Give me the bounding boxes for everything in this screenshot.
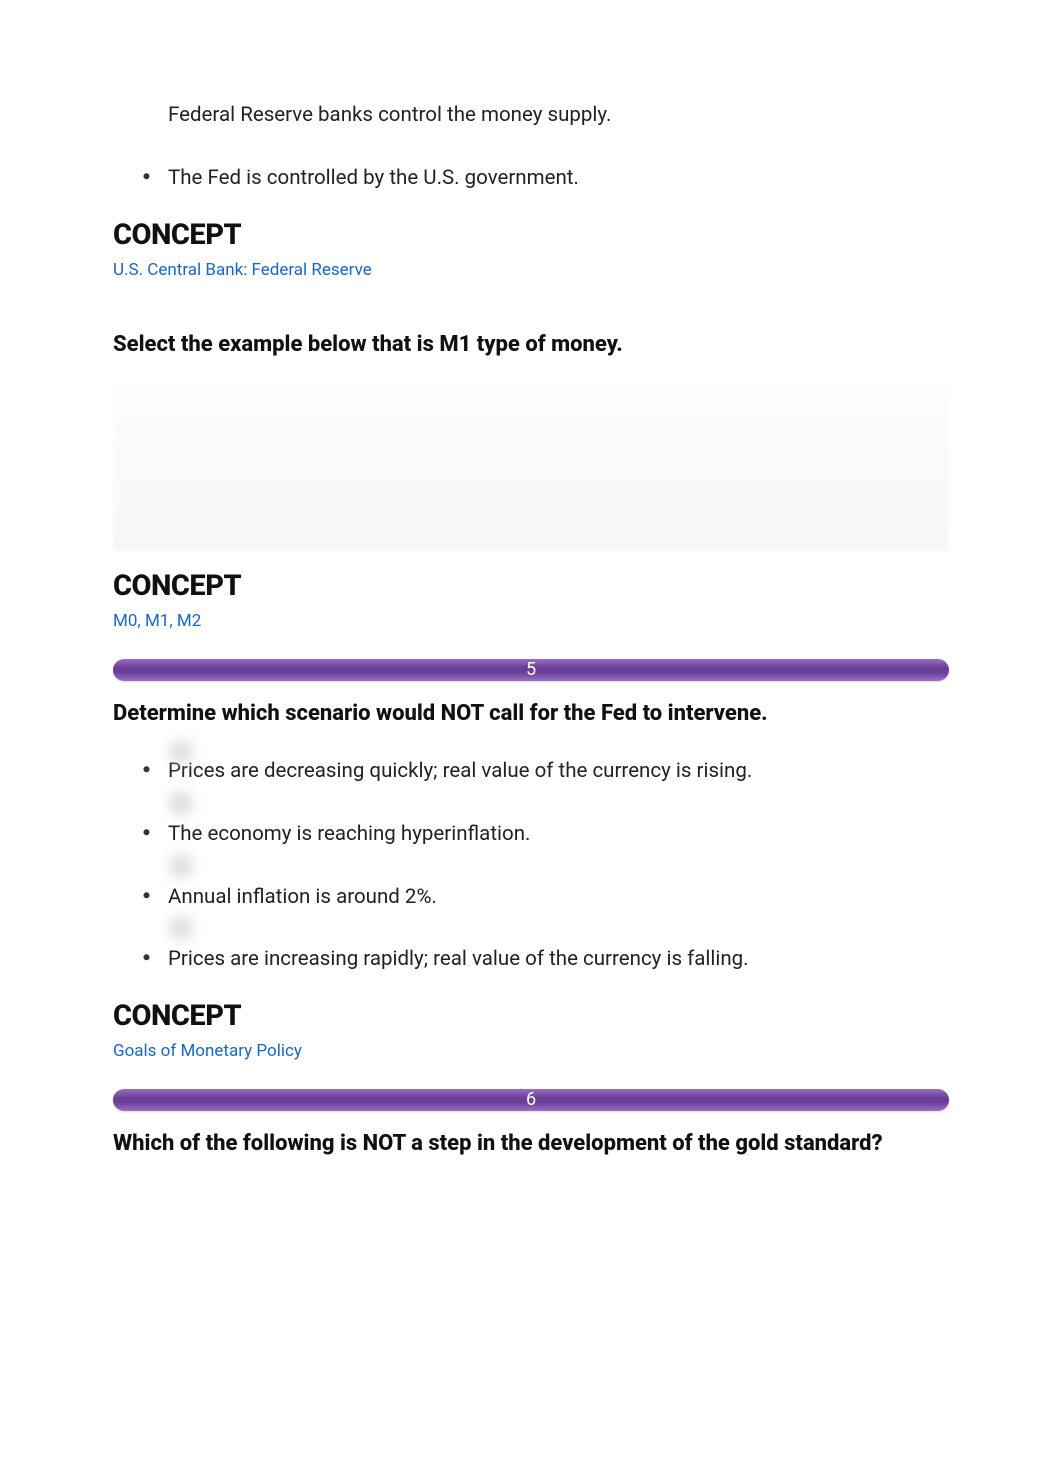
answer-text: Annual inflation is around 2%.	[168, 882, 949, 913]
question-stem: Determine which scenario would NOT call …	[113, 699, 949, 730]
question-stem: Select the example below that is M1 type…	[113, 330, 949, 361]
answer-option[interactable]: ⦁ Annual inflation is around 2%.	[113, 882, 949, 913]
concept-link-federal-reserve[interactable]: U.S. Central Bank: Federal Reserve	[113, 260, 372, 280]
answer-block-s3: ⦁ Prices are decreasing quickly; real va…	[113, 756, 949, 975]
concept-heading: CONCEPT	[113, 569, 949, 603]
concept-link-m0-m1-m2[interactable]: M0, M1, M2	[113, 611, 201, 631]
concept-heading: CONCEPT	[113, 218, 949, 252]
blur-overlay	[169, 916, 193, 940]
bullet-icon: ⦁	[143, 825, 153, 841]
answer-option[interactable]: Federal Reserve banks control the money …	[113, 100, 949, 131]
answer-text: Prices are decreasing quickly; real valu…	[168, 756, 949, 787]
bullet-icon: ⦁	[143, 169, 153, 185]
concept-heading: CONCEPT	[113, 999, 949, 1033]
answer-text: Prices are increasing rapidly; real valu…	[168, 944, 949, 975]
answer-option[interactable]: ⦁ The economy is reaching hyperinflation…	[113, 819, 949, 850]
blur-overlay	[169, 740, 193, 764]
question-stem: Which of the following is NOT a step in …	[113, 1129, 949, 1160]
blur-overlay	[169, 791, 193, 815]
answer-text: The economy is reaching hyperinflation.	[168, 819, 949, 850]
blank-space	[113, 1186, 949, 1386]
blurred-answers	[113, 386, 949, 551]
bullet-icon: ⦁	[143, 950, 153, 966]
answer-option[interactable]: ⦁ Prices are decreasing quickly; real va…	[113, 756, 949, 787]
bullet-icon: ⦁	[143, 888, 153, 904]
concept-link-monetary-policy[interactable]: Goals of Monetary Policy	[113, 1041, 302, 1061]
answer-block-s1: Federal Reserve banks control the money …	[113, 100, 949, 194]
answer-text: Federal Reserve banks control the money …	[168, 100, 949, 131]
answer-option[interactable]: ⦁ The Fed is controlled by the U.S. gove…	[113, 163, 949, 194]
document-body: Federal Reserve banks control the money …	[0, 0, 1062, 1466]
bullet-icon: ⦁	[143, 762, 153, 778]
page-number-bar: 6	[113, 1089, 949, 1111]
answer-option[interactable]: ⦁ Prices are increasing rapidly; real va…	[113, 944, 949, 975]
blur-overlay	[169, 854, 193, 878]
page-number-bar: 5	[113, 659, 949, 681]
answer-text: The Fed is controlled by the U.S. govern…	[168, 163, 949, 194]
